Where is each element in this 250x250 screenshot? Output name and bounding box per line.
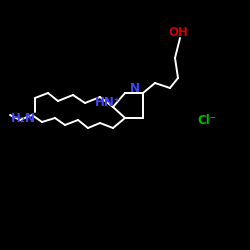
Text: Cl⁻: Cl⁻ (198, 114, 216, 126)
Text: HN⁺: HN⁺ (95, 96, 121, 110)
Text: H₂N: H₂N (10, 112, 35, 124)
Text: OH: OH (168, 26, 188, 38)
Text: N: N (130, 82, 140, 94)
